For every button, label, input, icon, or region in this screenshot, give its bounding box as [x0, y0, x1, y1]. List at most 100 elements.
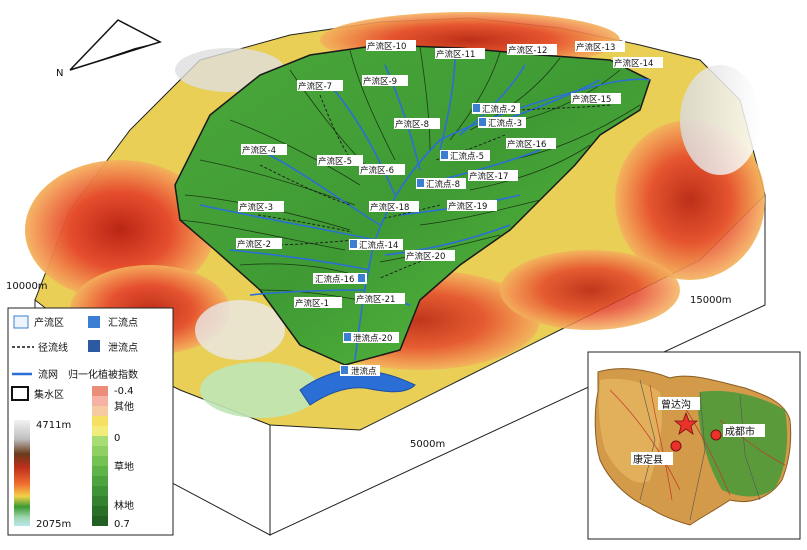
svg-text:产流区-5: 产流区-5 [318, 156, 352, 167]
runoff-area-legend-icon [13, 315, 29, 329]
catchment-legend-label: 集水区 [34, 388, 64, 401]
confluence-point-16: 汇流点-16 [313, 273, 367, 285]
confluence-point-legend-icon [88, 316, 100, 328]
scale-label-right: 15000m [690, 295, 732, 306]
catchment-legend-icon [11, 386, 29, 401]
runoff-area-8: 产流区-8 [394, 118, 440, 130]
svg-text:产流区-16: 产流区-16 [507, 139, 546, 150]
inset-boundaries [639, 379, 761, 521]
runoff-area-18: 产流区-18 [369, 201, 419, 213]
lowland-left [200, 362, 320, 418]
ndvi-zero-label: 0 [114, 433, 120, 444]
svg-text:产流区-7: 产流区-7 [298, 81, 332, 92]
snow-valley-left [195, 300, 285, 360]
outlet-legend-label: 泄流点 [108, 341, 138, 354]
inset-city-label: 成都市 [725, 425, 755, 438]
svg-text:产流区-21: 产流区-21 [356, 294, 395, 305]
svg-text:汇流点-14: 汇流点-14 [359, 240, 398, 251]
svg-text:产流区-1: 产流区-1 [295, 298, 329, 309]
ndvi-max-label: -0.4 [114, 386, 134, 397]
svg-text:泄流点-20: 泄流点-20 [353, 333, 392, 344]
inset-county-label: 康定县 [633, 453, 663, 466]
runoff-area-labels: 产流区-1 产流区-2 产流区-3 产流区-4 产流区-5 产流区-6 产流区-… [236, 40, 663, 309]
svg-text:产流区-20: 产流区-20 [406, 251, 445, 262]
scale-label-left: 10000m [6, 281, 48, 292]
north-label: N [56, 68, 63, 79]
runoff-area-1: 产流区-1 [294, 297, 342, 309]
outlet-point: 泄流点 [340, 365, 380, 377]
inset-county-label-bg [631, 452, 673, 465]
ndvi-forest-label: 林地 [114, 499, 134, 512]
svg-text:产流区-3: 产流区-3 [239, 202, 273, 213]
svg-text:汇流点-3: 汇流点-3 [488, 118, 522, 129]
inset-site-label: 曾达沟 [661, 398, 691, 411]
ndvi-colorbar [92, 386, 108, 526]
svg-text:产流区-9: 产流区-9 [363, 76, 397, 87]
legend: 产流区 汇流点 径流线 泄流点 流网 归一化植被指数 集水区 4711m 207… [7, 307, 174, 536]
svg-text:产流区-17: 产流区-17 [469, 171, 508, 182]
north-arrow: N [56, 19, 162, 79]
runoff-area-6: 产流区-6 [359, 164, 405, 176]
confluence-point-14: 汇流点-14 [349, 239, 403, 251]
ndvi-legend-title: 归一化植被指数 [68, 368, 138, 381]
site-star-icon [673, 411, 699, 435]
outlet-legend-icon [88, 340, 100, 352]
inset-east-basin [698, 390, 788, 497]
runoff-area-legend-label: 产流区 [34, 316, 64, 329]
ndvi-other-label: 其他 [114, 400, 134, 413]
svg-text:汇流点-8: 汇流点-8 [426, 179, 460, 190]
confluence-point-8: 汇流点-8 [416, 178, 466, 190]
runoff-area-20: 产流区-20 [405, 250, 455, 262]
confluence-point-labels: 汇流点-2 汇流点-3 汇流点-5 汇流点-8 汇流点-14 汇流点-16 泄流… [313, 103, 526, 377]
runoff-area-13: 产流区-13 [575, 41, 625, 53]
svg-text:产流区-11: 产流区-11 [436, 49, 475, 60]
flow-path-legend-label: 径流线 [38, 341, 68, 354]
svg-text:产流区-4: 产流区-4 [242, 145, 276, 156]
runoff-area-10: 产流区-10 [366, 40, 416, 52]
svg-text:汇流点-16: 汇流点-16 [315, 274, 354, 285]
elevation-min-label: 2075m [36, 519, 71, 530]
runoff-area-16: 产流区-16 [506, 138, 556, 150]
confluence-point-3: 汇流点-3 [478, 117, 526, 129]
inset-site-label-bg [658, 397, 700, 410]
runoff-area-4: 产流区-4 [241, 144, 287, 156]
runoff-area-3: 产流区-3 [238, 201, 284, 213]
city-marker-icon [710, 429, 722, 441]
svg-text:产流区-19: 产流区-19 [448, 201, 487, 212]
elevation-colorbar [14, 420, 30, 526]
county-marker-icon [670, 440, 682, 452]
svg-text:产流区-12: 产流区-12 [508, 45, 547, 56]
confluence-point-legend-label: 汇流点 [108, 316, 138, 329]
svg-text:产流区-18: 产流区-18 [370, 202, 409, 213]
runoff-area-14: 产流区-14 [613, 57, 663, 69]
svg-text:产流区-6: 产流区-6 [360, 165, 394, 176]
svg-text:汇流点-2: 汇流点-2 [482, 104, 516, 115]
runoff-area-21: 产流区-21 [355, 293, 405, 305]
runoff-area-11: 产流区-11 [435, 48, 485, 60]
svg-text:产流区-8: 产流区-8 [395, 119, 429, 130]
svg-text:产流区-10: 产流区-10 [367, 41, 406, 52]
runoff-area-2: 产流区-2 [236, 238, 282, 250]
svg-text:产流区-13: 产流区-13 [576, 42, 615, 53]
runoff-area-19: 产流区-19 [447, 200, 497, 212]
svg-text:泄流点: 泄流点 [351, 366, 377, 377]
ridge-right-lower [500, 250, 680, 330]
stream-network-legend-label: 流网 [38, 368, 58, 381]
confluence-point-2: 汇流点-2 [472, 103, 520, 115]
inset-map: 曾达沟 成都市 康定县 [587, 351, 801, 540]
svg-text:产流区-15: 产流区-15 [572, 94, 611, 105]
ndvi-grass-label: 草地 [114, 460, 134, 473]
runoff-area-9: 产流区-9 [362, 75, 408, 87]
inset-city-label-bg [723, 424, 765, 437]
snow-cap-right [680, 65, 760, 175]
runoff-area-5: 产流区-5 [317, 155, 363, 167]
stream-network [199, 54, 651, 361]
runoff-area-7: 产流区-7 [297, 80, 343, 92]
outlet-point-20: 泄流点-20 [343, 332, 399, 344]
svg-text:产流区-14: 产流区-14 [614, 58, 653, 69]
ndvi-min-label: 0.7 [114, 519, 130, 530]
runoff-area-12: 产流区-12 [507, 44, 557, 56]
svg-text:汇流点-5: 汇流点-5 [450, 151, 484, 162]
